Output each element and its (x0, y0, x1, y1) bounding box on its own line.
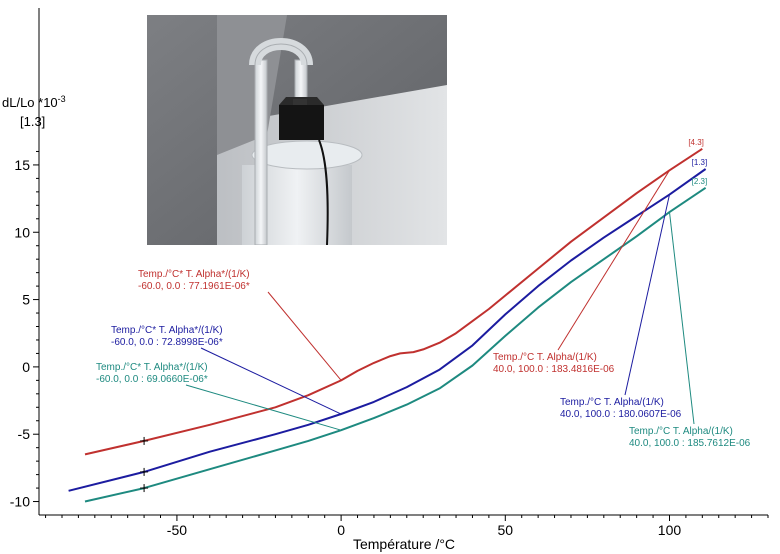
annotation-left-title: Temp./°C* T. Alpha*/(1/K) (96, 362, 208, 373)
annotation-right-value: 40.0, 100.0 : 185.7612E-06 (629, 438, 751, 449)
annotation-left-value: -60.0, 0.0 : 72.8998E-06* (111, 337, 223, 348)
photo-icon (147, 15, 447, 245)
annotation-right-leader (668, 211, 695, 425)
annotation-left-title: Temp./°C* T. Alpha*/(1/K) (111, 325, 223, 336)
annotation-left-leader (200, 347, 342, 415)
series-end-label: [4.3] (688, 138, 704, 147)
x-axis-label: Température /°C (353, 536, 455, 552)
annotation-right-value: 40.0, 100.0 : 183.4816E-06 (493, 364, 615, 375)
y-tick-label: 10 (14, 224, 30, 240)
annotation-right-leader (557, 170, 670, 351)
y-tick-label: 5 (22, 292, 30, 308)
series-layer: [4.3] [1.3] [2.3] (68, 138, 708, 503)
y-tick-label: -10 (10, 494, 30, 510)
annotation-left-leader (185, 384, 342, 431)
y-tick-label: -5 (18, 426, 31, 442)
series-line-2 (68, 168, 707, 492)
y-tick-label: 15 (14, 157, 30, 173)
series-line-3 (84, 186, 707, 503)
sample-photo (147, 15, 447, 245)
annotation-left-value: -60.0, 0.0 : 69.0660E-06* (96, 374, 208, 385)
annotation-left-leader (267, 291, 342, 381)
annotation-layer: Temp./°C* T. Alpha*/(1/K)-60.0, 0.0 : 77… (96, 170, 751, 449)
annotation-right-title: Temp./°C T. Alpha/(1/K) (493, 352, 597, 363)
annotation-right-title: Temp./°C T. Alpha/(1/K) (629, 426, 733, 437)
annotation-right-value: 40.0, 100.0 : 180.0607E-06 (560, 409, 682, 420)
annotation-left-title: Temp./°C* T. Alpha*/(1/K) (138, 269, 250, 280)
x-tick-label: 50 (498, 522, 514, 538)
series-end-label: [1.3] (692, 158, 708, 167)
annotation-right-leader (624, 194, 670, 396)
x-tick-label: -50 (167, 522, 187, 538)
y-axis-label: dL/Lo *10-3 (2, 94, 66, 110)
x-tick-label: 100 (658, 522, 682, 538)
y-axis-sublabel: [1.3] (20, 114, 45, 129)
annotation-right-title: Temp./°C T. Alpha/(1/K) (560, 397, 664, 408)
series-end-label: [2.3] (692, 177, 708, 186)
y-tick-label: 0 (22, 359, 30, 375)
series-line-1 (84, 147, 703, 456)
x-tick-label: 0 (337, 522, 345, 538)
annotation-left-value: -60.0, 0.0 : 77.1961E-06* (138, 281, 250, 292)
